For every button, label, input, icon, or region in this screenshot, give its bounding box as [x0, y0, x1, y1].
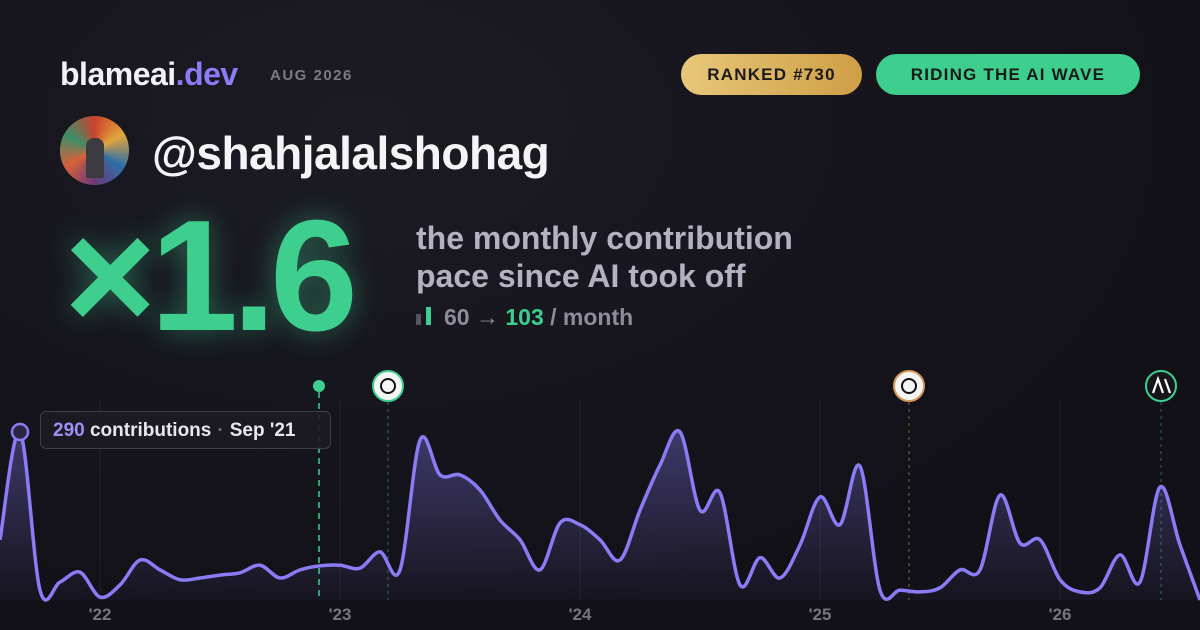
brand-suffix: .dev: [175, 56, 239, 92]
bars-icon: [416, 305, 434, 332]
event-icon: [372, 370, 404, 402]
description: pace since AI took off: [416, 258, 746, 294]
x-tick-label: '24: [569, 605, 592, 624]
pace-unit: / month: [550, 304, 634, 330]
brand: blameai.dev: [60, 56, 238, 93]
line: [0, 428, 1200, 602]
bar-icon: [426, 307, 431, 326]
description: the monthly contribution: [416, 220, 793, 256]
pace-before: 60: [444, 304, 470, 330]
ai-threshold-dot: [313, 380, 325, 392]
bars-svg: [416, 307, 431, 326]
avatar-figure: [86, 138, 104, 178]
x-tick-label: '25: [809, 605, 832, 624]
x-tick-label: '22: [89, 605, 112, 624]
event-icon: [893, 370, 925, 402]
bar-icon: [416, 314, 421, 326]
area: [0, 430, 1200, 601]
tooltip-separator: ·: [217, 420, 224, 441]
period: AUG 2026: [270, 67, 353, 84]
tooltip-value: 290: [53, 420, 85, 441]
avatar: [60, 116, 129, 185]
rank-badge: RANKED #730: [681, 54, 862, 95]
pace-after: 103: [505, 304, 544, 330]
event-icon-glyph: [901, 378, 917, 394]
status-badge: RIDING THE AI WAVE: [876, 54, 1140, 95]
brand-name: blameai: [60, 56, 176, 92]
x-tick-label: '26: [1049, 605, 1072, 624]
highlight-point: [10, 422, 30, 442]
tooltip: 290 contributions · Sep '21: [40, 411, 331, 449]
event-icon-glyph: [380, 378, 396, 394]
arrow: →: [475, 304, 499, 330]
x-tick-label: '23: [329, 605, 352, 624]
tooltip-unit: contributions: [89, 420, 212, 441]
event-icon-glyph: [1151, 375, 1172, 394]
multiplier: ×1.6: [64, 188, 358, 364]
handle: @shahjalalshohag: [152, 127, 550, 179]
tooltip-date: Sep '21: [229, 420, 296, 441]
pace-stat: 60 → 103 / month: [416, 304, 633, 332]
